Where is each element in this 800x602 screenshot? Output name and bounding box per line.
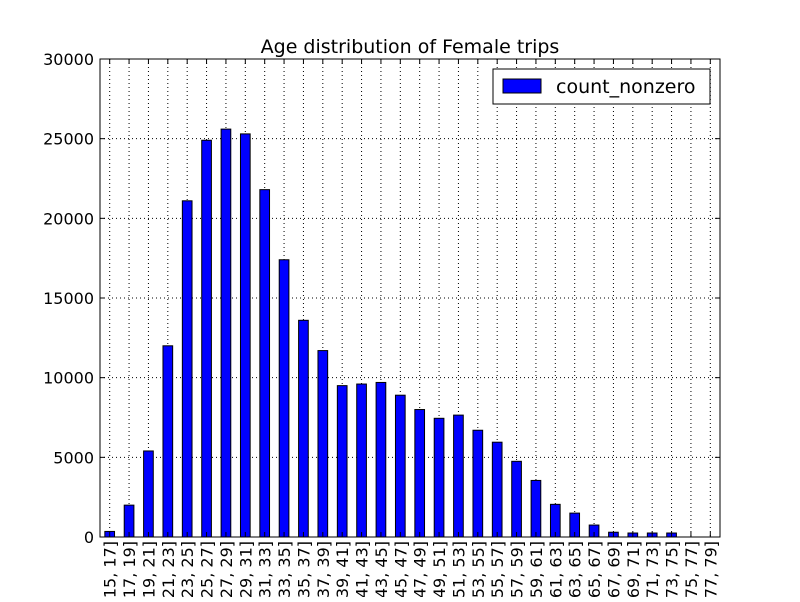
bar <box>336 385 348 538</box>
bar <box>162 345 174 538</box>
bar <box>472 429 484 538</box>
x-tick-label: [33, 35] <box>275 541 294 597</box>
bar <box>453 414 464 538</box>
bar <box>220 128 232 538</box>
x-tick-label: [35, 37] <box>294 541 313 597</box>
bar <box>317 350 329 538</box>
x-tick-label: [77, 79] <box>701 541 720 597</box>
chart-title: Age distribution of Female trips <box>261 36 560 58</box>
y-tick-label: 30000 <box>43 50 94 69</box>
x-tick-label: [55, 57] <box>488 541 507 597</box>
x-tick-label: [47, 49] <box>411 541 430 597</box>
x-tick-label: [29, 31] <box>236 541 255 597</box>
x-tick-label: [65, 67] <box>585 541 604 597</box>
x-tick-label: [49, 51] <box>430 541 449 597</box>
grid-layer <box>100 58 720 538</box>
x-tick-label: [39, 41] <box>333 541 352 597</box>
x-tick-label: [37, 39] <box>314 541 333 597</box>
legend: count_nonzero <box>492 68 711 105</box>
tick-layer <box>100 58 720 538</box>
bar <box>201 139 212 538</box>
bar <box>239 133 251 538</box>
bar <box>259 189 271 538</box>
bar <box>278 259 290 538</box>
x-tick-label: [67, 69] <box>604 541 623 597</box>
bar <box>491 441 503 538</box>
x-tick-label: [63, 65] <box>566 541 585 597</box>
y-tick-label: 25000 <box>43 130 94 149</box>
x-tick-label: [43, 45] <box>372 541 391 597</box>
x-tick-label: [69, 71] <box>624 541 643 597</box>
x-tick-label: [57, 59] <box>508 541 527 597</box>
x-tick-label: [75, 77] <box>682 541 701 597</box>
x-tick-label: [17, 19] <box>120 541 139 597</box>
x-tick-label: [61, 63] <box>546 541 565 597</box>
y-tick-label: 0 <box>84 528 94 547</box>
y-tick-labels: 0 5000 10000 15000 20000 25000 30000 <box>43 50 94 547</box>
x-tick-label: [21, 23] <box>159 541 178 597</box>
y-tick-label: 20000 <box>43 209 94 228</box>
y-tick-label: 10000 <box>43 369 94 388</box>
x-tick-label: [15, 17] <box>101 541 120 597</box>
x-tick-label: [23, 25] <box>178 541 197 597</box>
bar <box>181 200 193 538</box>
bar <box>298 319 309 538</box>
bar <box>511 460 522 538</box>
x-tick-label: [41, 43] <box>353 541 372 597</box>
x-tick-label: [19, 21] <box>139 541 158 597</box>
x-tick-label: [25, 27] <box>198 541 217 597</box>
x-tick-label: [27, 29] <box>217 541 236 597</box>
x-tick-label: [31, 33] <box>256 541 275 597</box>
y-tick-label: 5000 <box>53 448 94 467</box>
x-tick-label: [45, 47] <box>391 541 410 597</box>
bar <box>530 479 542 538</box>
x-tick-label: [59, 61] <box>527 541 546 597</box>
x-tick-label: [53, 55] <box>469 541 488 597</box>
bar <box>394 394 406 538</box>
y-tick-label: 15000 <box>43 289 94 308</box>
x-tick-labels: [15, 17] [17, 19] [19, 21] [21, 23] [23, 25]… <box>101 541 721 602</box>
bar <box>143 450 154 538</box>
legend-label: count_nonzero <box>556 76 696 98</box>
bar <box>433 417 445 538</box>
x-tick-label: [51, 53] <box>449 541 468 597</box>
bar <box>356 383 367 538</box>
x-tick-label: [73, 75] <box>663 541 682 597</box>
bar <box>414 409 426 538</box>
x-tick-label: [71, 73] <box>643 541 662 597</box>
legend-swatch <box>502 78 542 94</box>
bar-layer <box>104 128 677 538</box>
bar <box>375 381 387 538</box>
